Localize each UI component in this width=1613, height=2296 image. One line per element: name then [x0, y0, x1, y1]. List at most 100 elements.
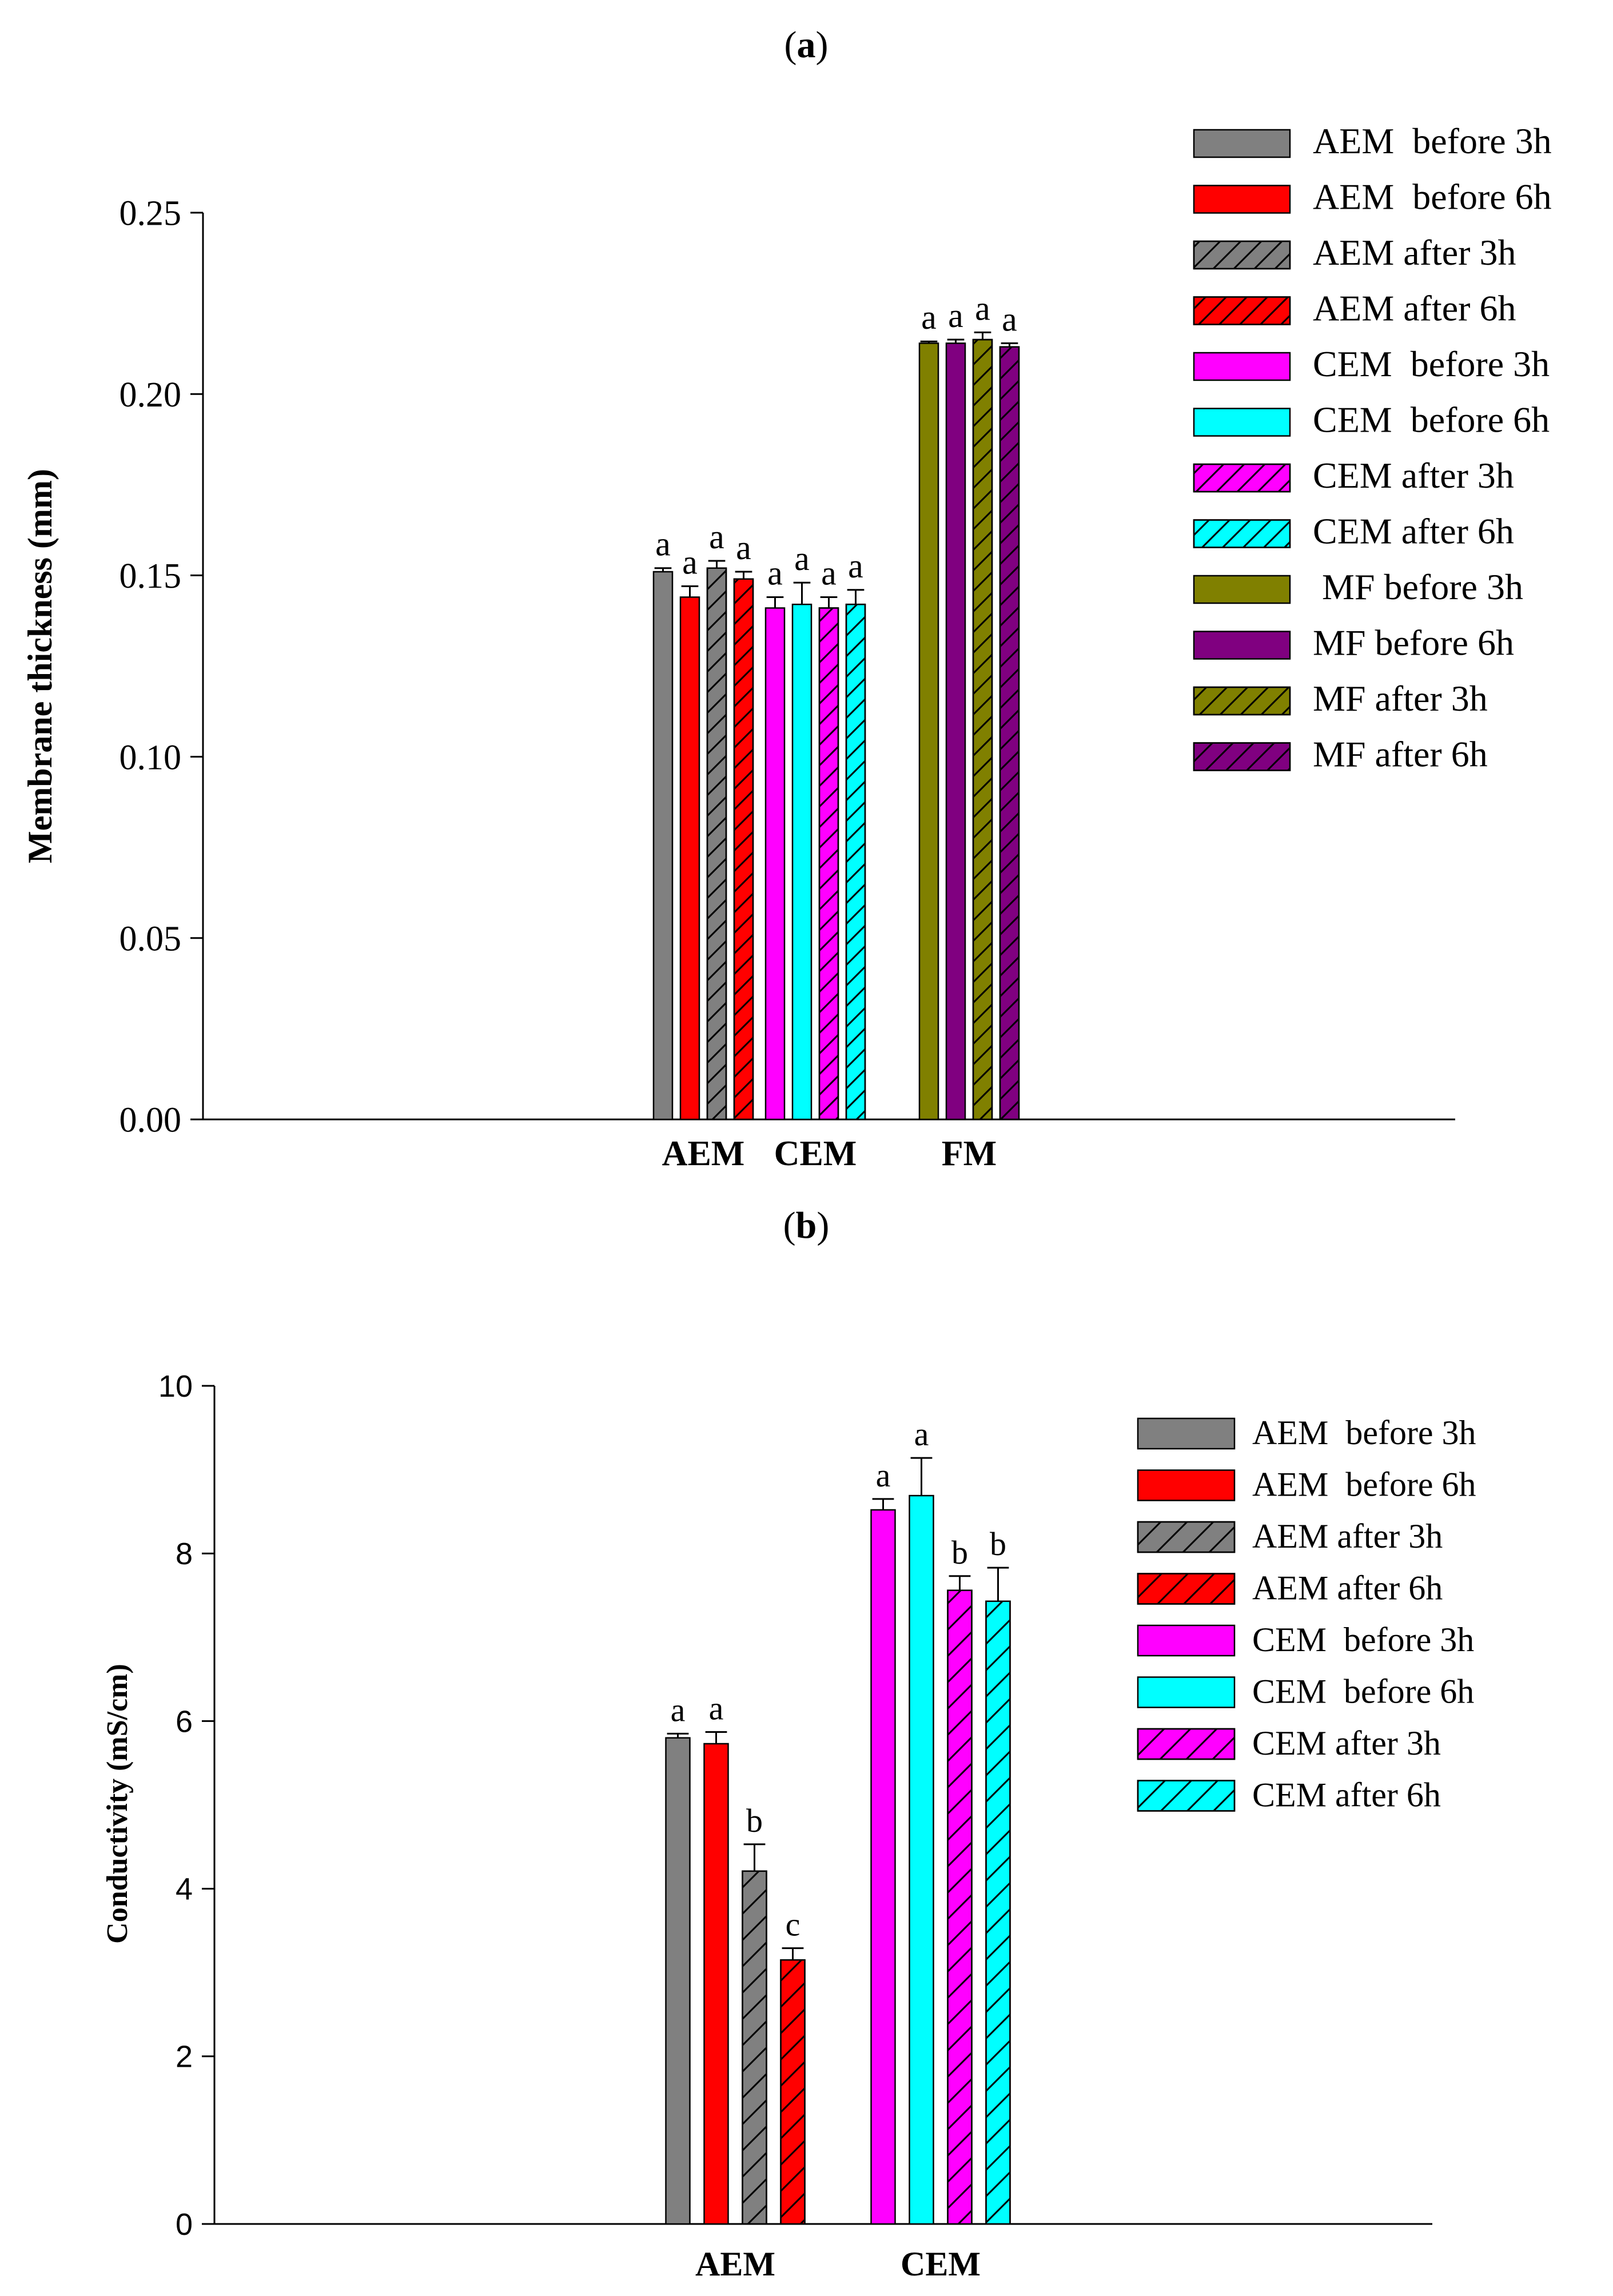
y-tick-label: 0: [176, 2207, 193, 2242]
significance-label: a: [921, 298, 937, 336]
y-tick-label: 0.15: [120, 557, 182, 596]
bar: [703, 1743, 729, 2225]
legend: AEM before 3h AEM before 6h AEM after 3h AE…: [1137, 1414, 1476, 1814]
significance-label: a: [948, 297, 963, 334]
y-tick-label: 0.20: [120, 376, 182, 414]
legend-swatch-hatch: [1137, 1521, 1236, 1553]
legend-label: AEM before 3h: [1313, 121, 1552, 161]
legend-label: AEM before 6h: [1252, 1466, 1476, 1504]
bar: [870, 1509, 896, 2225]
bar-hatch-overlay: [780, 1959, 806, 2225]
significance-label: a: [975, 289, 990, 327]
legend-label: CEM after 3h: [1252, 1724, 1441, 1762]
significance-label: a: [655, 525, 671, 563]
y-tick-label: 0.05: [120, 920, 182, 959]
bar-hatch-overlay: [706, 567, 727, 1121]
legend-swatch-hatch: [1137, 1728, 1236, 1760]
legend-label: CEM before 3h: [1252, 1621, 1474, 1659]
panel-label-open: (: [784, 24, 797, 66]
bar: [909, 1494, 934, 2225]
bar-hatch-overlay: [742, 1870, 767, 2225]
legend-label: CEM before 6h: [1252, 1673, 1474, 1711]
x-category-label: FM: [942, 1134, 997, 1173]
legend-swatch-hatch: [1193, 240, 1291, 270]
significance-label: a: [821, 554, 837, 592]
significance-label: a: [709, 1689, 724, 1727]
significance-label: a: [848, 547, 863, 585]
legend-swatch-hatch: [1193, 686, 1291, 716]
legend-label: CEM after 3h: [1313, 455, 1514, 496]
bar: [945, 342, 966, 1121]
bar-hatch-overlay: [947, 1589, 973, 2225]
y-tick-label: 10: [158, 1369, 193, 1404]
legend-label: CEM after 6h: [1252, 1776, 1441, 1814]
x-category-label: CEM: [901, 2245, 981, 2283]
significance-label: a: [1002, 300, 1017, 338]
significance-label: a: [876, 1457, 891, 1494]
legend-swatch-hatch: [1193, 519, 1291, 548]
y-tick-label: 2: [176, 2040, 193, 2074]
legend-swatch-hatch: [1193, 742, 1291, 771]
x-category-label: AEM: [662, 1134, 745, 1173]
significance-label: a: [767, 554, 783, 592]
legend-label: MF after 6h: [1313, 734, 1488, 774]
y-axis-label: Conductivity (mS/cm): [101, 1664, 134, 1944]
legend-swatch-hatch: [1137, 1780, 1236, 1812]
y-tick-label: 0.10: [120, 738, 182, 777]
panel-label: (a): [784, 24, 829, 66]
legend-label: AEM after 3h: [1313, 232, 1516, 273]
y-tick-label: 4: [176, 1872, 193, 1907]
legend-label: AEM before 6h: [1313, 176, 1552, 217]
y-tick-label: 6: [176, 1704, 193, 1739]
legend-label: MF after 3h: [1313, 678, 1488, 719]
y-tick-label: 0.00: [120, 1101, 182, 1140]
bar-hatch-overlay: [733, 578, 754, 1121]
legend-swatch: [1193, 185, 1291, 214]
bar-hatch-overlay: [985, 1600, 1011, 2225]
y-axis-label: Membrane thickness (mm): [21, 469, 59, 863]
legend-label: AEM after 3h: [1252, 1517, 1443, 1555]
significance-label: b: [746, 1802, 763, 1839]
significance-label: a: [794, 540, 810, 577]
panel-label-open: (: [783, 1205, 796, 1246]
significance-label: a: [671, 1691, 686, 1728]
bar: [764, 607, 786, 1121]
panel-label-close: ): [817, 1205, 829, 1246]
legend-swatch-hatch: [1193, 296, 1291, 325]
significance-label: b: [951, 1534, 968, 1571]
legend-swatch: [1137, 1417, 1236, 1450]
legend-swatch: [1137, 1624, 1236, 1657]
significance-label: a: [736, 529, 751, 567]
legend-label: CEM before 6h: [1313, 399, 1550, 440]
significance-label: c: [786, 1906, 800, 1943]
x-category-label: AEM: [695, 2245, 775, 2283]
legend-swatch: [1193, 575, 1291, 604]
bar: [791, 603, 813, 1121]
bar: [665, 1737, 691, 2225]
legend-swatch: [1137, 1676, 1236, 1708]
panel-label-close: ): [816, 24, 829, 66]
legend-swatch: [1137, 1469, 1236, 1501]
legend-label: CEM before 3h: [1313, 344, 1550, 384]
legend-label: CEM after 6h: [1313, 511, 1514, 551]
legend-label: AEM after 6h: [1313, 288, 1516, 328]
significance-label: a: [914, 1416, 929, 1453]
legend-label: MF before 6h: [1313, 622, 1514, 663]
legend-label: AEM after 6h: [1252, 1569, 1443, 1607]
bar: [652, 571, 674, 1121]
bar: [918, 342, 939, 1121]
bar: [679, 596, 700, 1121]
legend-swatch: [1193, 352, 1291, 381]
bar-hatch-overlay: [972, 338, 993, 1121]
significance-label: a: [682, 543, 698, 581]
panel-label: (b): [783, 1205, 830, 1246]
bar-hatch-overlay: [818, 607, 839, 1121]
y-tick-label: 0.25: [120, 194, 182, 233]
legend-label: AEM before 3h: [1252, 1414, 1476, 1452]
legend-swatch-hatch: [1137, 1573, 1236, 1605]
legend-swatch-hatch: [1193, 463, 1291, 493]
legend-label: MF before 3h: [1313, 567, 1523, 607]
legend: AEM before 3h AEM before 6h AEM after 3h AE…: [1193, 121, 1552, 774]
